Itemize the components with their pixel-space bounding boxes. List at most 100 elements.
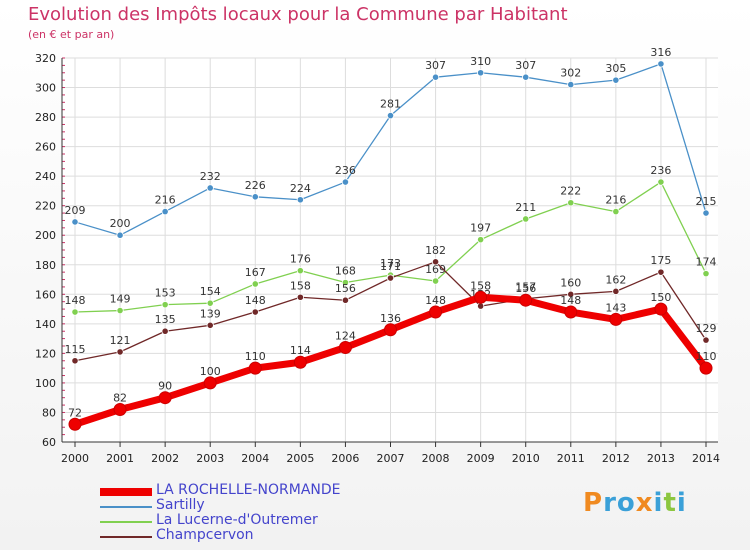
data-label: 171 xyxy=(380,260,401,273)
data-point xyxy=(612,76,620,84)
data-label: 110 xyxy=(696,350,717,363)
data-label: 129 xyxy=(696,322,717,335)
chart-subtitle: (en € et par an) xyxy=(28,28,115,41)
x-tick-label: 2014 xyxy=(692,452,720,465)
y-tick-label: 80 xyxy=(42,406,56,419)
x-tick-label: 2008 xyxy=(422,452,450,465)
legend-swatch xyxy=(100,521,152,523)
y-tick-label: 60 xyxy=(42,436,56,449)
y-tick-label: 240 xyxy=(35,170,56,183)
data-label: 148 xyxy=(65,294,86,307)
data-point xyxy=(477,69,485,77)
data-label: 236 xyxy=(650,164,671,177)
data-label: 121 xyxy=(110,334,131,347)
data-point xyxy=(296,267,304,275)
data-point xyxy=(206,184,214,192)
data-point xyxy=(116,348,124,356)
data-label: 224 xyxy=(290,182,311,195)
y-tick-label: 140 xyxy=(35,318,56,331)
data-label: 100 xyxy=(200,365,221,378)
data-point xyxy=(431,73,440,81)
y-tick-label: 180 xyxy=(35,259,56,272)
data-point xyxy=(251,193,259,201)
data-point xyxy=(657,268,665,276)
data-point xyxy=(158,391,172,405)
data-point xyxy=(519,293,533,307)
data-point xyxy=(522,73,530,81)
data-label: 307 xyxy=(515,59,536,72)
data-label: 90 xyxy=(158,380,172,393)
data-point xyxy=(71,308,79,316)
x-tick-label: 2012 xyxy=(602,452,630,465)
data-point xyxy=(206,299,214,307)
x-tick-label: 2005 xyxy=(286,452,314,465)
data-point xyxy=(384,323,397,337)
data-point xyxy=(702,270,710,278)
data-label: 215 xyxy=(696,195,717,208)
data-label: 143 xyxy=(605,301,626,314)
series-champcervon: 1151211351391481581561711821521571601621… xyxy=(65,244,717,365)
data-point xyxy=(71,357,79,365)
data-point xyxy=(477,236,485,244)
data-point xyxy=(699,361,713,375)
data-point xyxy=(429,305,443,319)
data-label: 209 xyxy=(65,204,86,217)
data-label: 135 xyxy=(155,313,176,326)
legend-label: La Lucerne-d'Outremer xyxy=(156,512,318,528)
data-point xyxy=(564,305,578,319)
data-label: 176 xyxy=(290,253,311,266)
data-label: 149 xyxy=(110,293,131,306)
data-point xyxy=(567,199,575,207)
data-point xyxy=(609,312,623,326)
data-point xyxy=(161,208,169,216)
data-label: 157 xyxy=(515,281,536,294)
data-point xyxy=(293,355,307,369)
data-point xyxy=(161,301,169,309)
data-label: 200 xyxy=(110,217,131,230)
data-label: 110 xyxy=(245,350,266,363)
data-point xyxy=(657,60,665,68)
data-label: 310 xyxy=(470,55,491,68)
data-point xyxy=(113,403,127,417)
legend-label: LA ROCHELLE-NORMANDE xyxy=(156,482,341,498)
data-label: 281 xyxy=(380,98,401,111)
data-point xyxy=(654,302,668,316)
data-label: 156 xyxy=(515,282,536,295)
x-tick-label: 2002 xyxy=(151,452,179,465)
x-tick-label: 2007 xyxy=(377,452,405,465)
y-tick-label: 220 xyxy=(35,200,56,213)
data-point xyxy=(702,209,710,217)
data-label: 136 xyxy=(380,312,401,325)
x-tick-label: 2001 xyxy=(106,452,134,465)
data-point xyxy=(612,208,620,216)
data-point xyxy=(474,290,488,304)
x-tick-label: 2011 xyxy=(557,452,585,465)
data-label: 305 xyxy=(605,62,626,75)
data-label: 302 xyxy=(560,67,581,80)
data-label: 72 xyxy=(68,406,82,419)
legend-label: Sartilly xyxy=(156,497,205,513)
data-label: 197 xyxy=(470,222,491,235)
data-label: 148 xyxy=(425,294,446,307)
data-label: 124 xyxy=(335,329,356,342)
series-la-rochelle-normande: 72 82 90 100 110 114 124 136 148 158 156 148 143 150 1… xyxy=(68,279,717,431)
legend-swatch xyxy=(100,536,152,538)
x-tick-label: 2010 xyxy=(512,452,540,465)
data-label: 162 xyxy=(605,273,626,286)
data-point xyxy=(251,280,259,288)
data-label: 216 xyxy=(155,194,176,207)
data-point xyxy=(251,308,259,316)
data-label: 175 xyxy=(650,254,671,267)
y-tick-label: 260 xyxy=(35,141,56,154)
data-point xyxy=(522,215,530,223)
data-label: 222 xyxy=(560,185,581,198)
data-point xyxy=(567,80,575,89)
data-point xyxy=(431,258,440,266)
x-tick-label: 2013 xyxy=(647,452,675,465)
data-label: 167 xyxy=(245,266,266,279)
y-tick-label: 280 xyxy=(35,111,56,124)
data-point xyxy=(296,196,304,204)
data-point xyxy=(68,417,82,431)
